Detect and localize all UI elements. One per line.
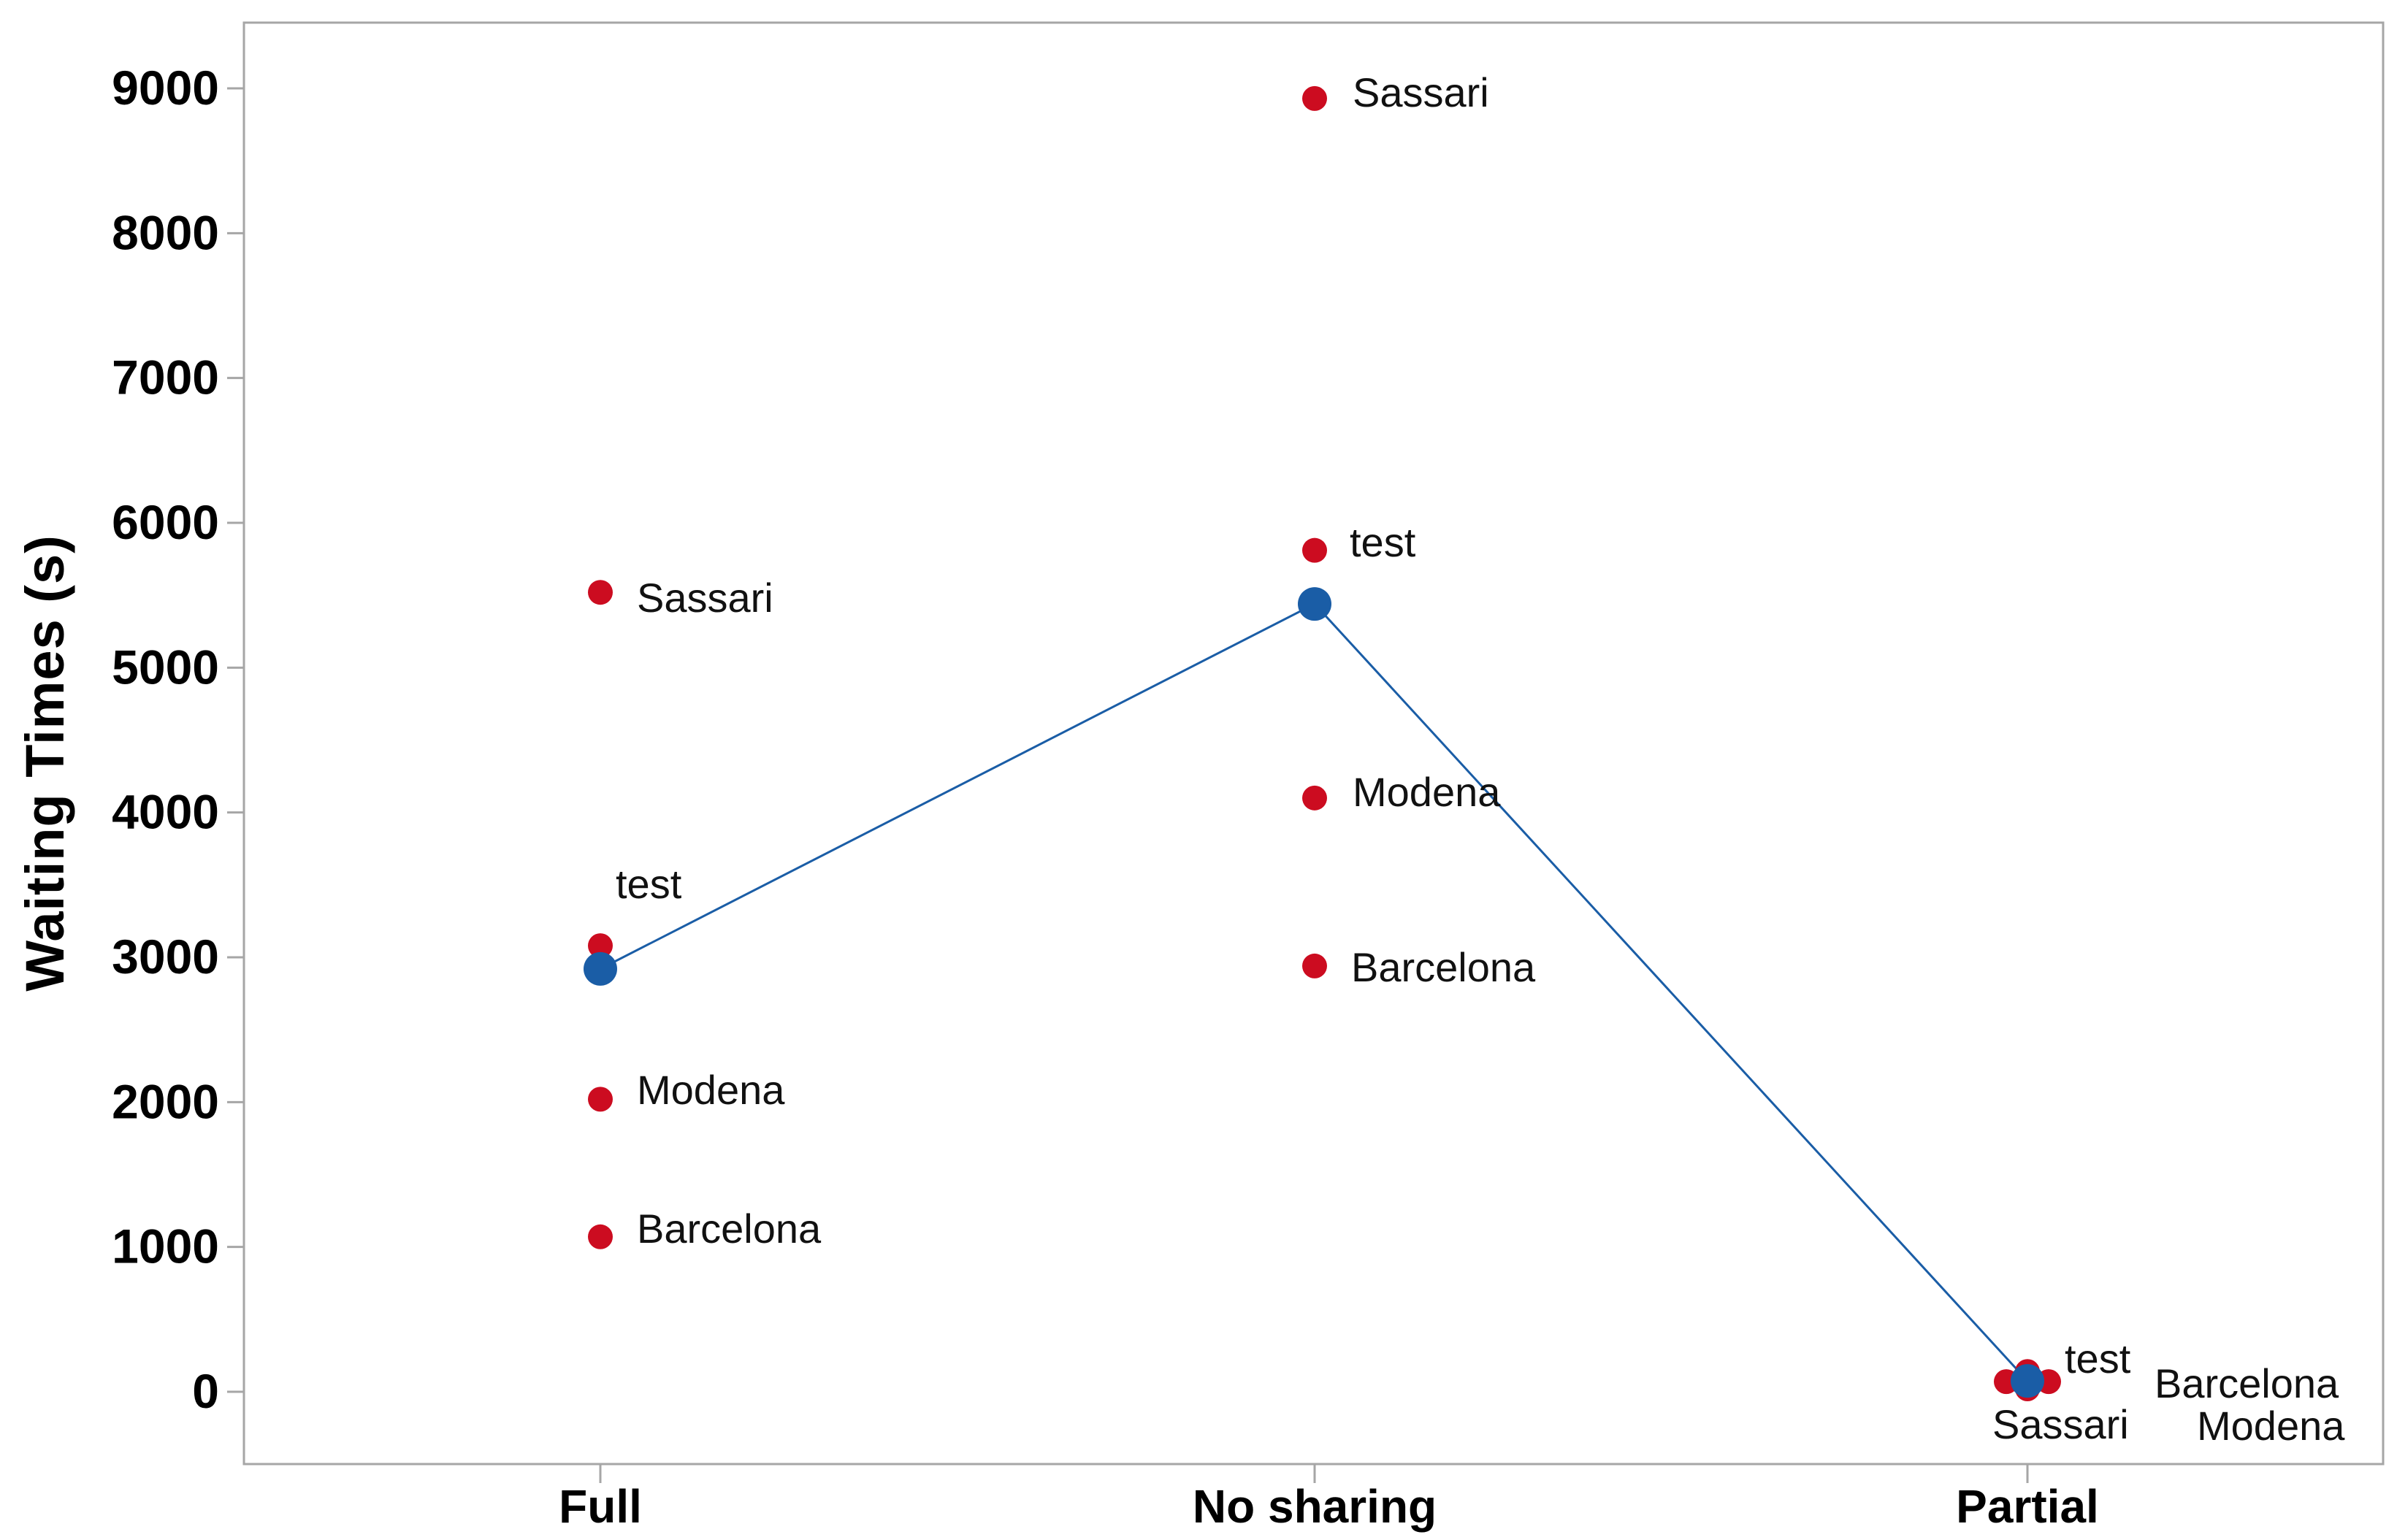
plot-frame <box>242 21 2385 1466</box>
y-axis-title: Waiting Times (s) <box>15 535 75 992</box>
y-tick-label: 2000 <box>112 1074 219 1128</box>
data-point-barcelona-full <box>588 1224 613 1249</box>
mean-point-full <box>584 951 617 986</box>
x-category-label: No sharing <box>1193 1480 1437 1533</box>
y-tick-label: 3000 <box>112 930 219 984</box>
y-tick-label: 7000 <box>112 350 219 405</box>
point-label-sassari: Sassari <box>1992 1401 2129 1447</box>
data-point-test-no-sharing <box>1302 537 1327 563</box>
y-tick-label: 1000 <box>112 1219 219 1273</box>
y-tick-label: 8000 <box>112 205 219 259</box>
data-point-modena-no-sharing <box>1302 785 1327 811</box>
data-point-barcelona-no-sharing <box>1302 953 1327 978</box>
x-category-label: Partial <box>1956 1480 2099 1533</box>
y-tick-label: 9000 <box>112 61 219 115</box>
point-label-barcelona: Barcelona <box>2155 1360 2339 1406</box>
point-label-modena: Modena <box>637 1067 785 1113</box>
x-category-label: Full <box>559 1480 642 1533</box>
point-label-modena: Modena <box>1353 769 1501 815</box>
y-tick-label: 6000 <box>112 495 219 549</box>
point-label-test: test <box>616 861 682 907</box>
point-label-barcelona: Barcelona <box>1351 944 1536 990</box>
point-label-sassari: Sassari <box>1353 69 1489 115</box>
mean-point-partial <box>2011 1364 2044 1398</box>
point-label-modena: Modena <box>2197 1403 2345 1449</box>
point-label-test: test <box>2065 1336 2131 1382</box>
mean-connect-line <box>600 602 2029 1382</box>
point-label-barcelona: Barcelona <box>637 1206 822 1252</box>
y-tick-label: 4000 <box>112 785 219 839</box>
data-point-sassari-full <box>588 580 613 605</box>
y-tick-label: 0 <box>192 1364 219 1418</box>
data-point-sassari-no-sharing <box>1302 85 1327 111</box>
point-label-sassari: Sassari <box>637 575 773 621</box>
data-point-test-full <box>588 933 613 959</box>
y-tick-label: 5000 <box>112 640 219 694</box>
mean-point-no-sharing <box>1298 587 1331 621</box>
point-label-test: test <box>1350 519 1416 565</box>
data-point-modena-full <box>588 1087 613 1112</box>
